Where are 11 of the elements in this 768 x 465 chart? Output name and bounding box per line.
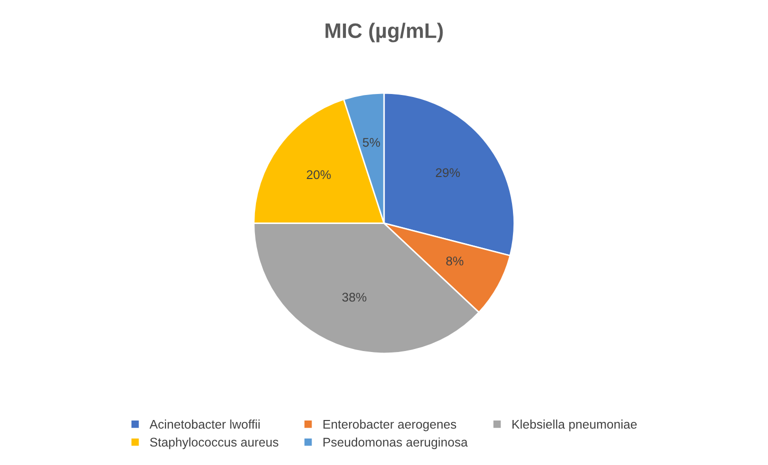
legend-label: Enterobacter aerogenes — [324, 420, 456, 432]
legend-label: Acinetobacter lwoffii — [150, 420, 260, 429]
legend-label: Klebsiella pneumoniae — [512, 420, 637, 432]
data-label: 8% — [446, 256, 464, 266]
chart-title: MIC (µg/mL) — [326, 22, 443, 42]
data-label: 20% — [306, 170, 331, 180]
legend-label: Pseudomonas aeruginosa — [324, 437, 468, 450]
data-label: 29% — [436, 168, 460, 178]
data-label: 38% — [342, 292, 366, 302]
legend-label: Staphylococcus aureus — [150, 437, 278, 450]
data-label: 5% — [362, 138, 380, 147]
